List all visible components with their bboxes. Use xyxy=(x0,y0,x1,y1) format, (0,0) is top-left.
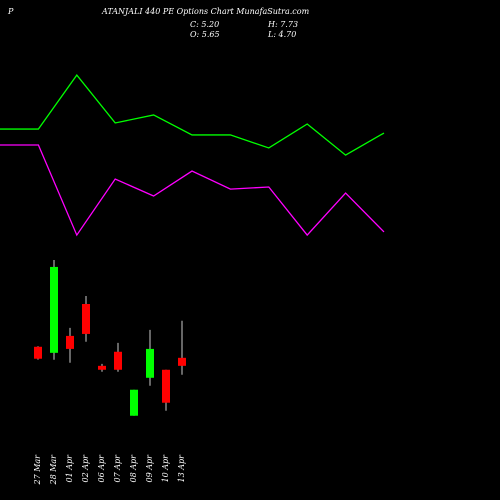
x-tick-label: 28 Mar xyxy=(49,454,58,486)
candle-body xyxy=(146,348,154,378)
summary: C: 5.20 xyxy=(190,20,219,29)
candle-body xyxy=(50,266,58,353)
x-tick-label: 13 Apr xyxy=(177,454,186,483)
x-tick-label: 27 Mar xyxy=(33,454,42,486)
x-tick-label: 10 Apr xyxy=(161,454,170,483)
candle-body xyxy=(178,357,186,366)
candle-body xyxy=(34,346,42,359)
candle-body xyxy=(66,335,74,349)
x-tick-label: 01 Apr xyxy=(65,454,74,483)
chart-title: ATANJALI 440 PE Options Chart MunafaSutr… xyxy=(101,7,310,16)
chart-title: P xyxy=(7,7,14,16)
x-tick-label: 02 Apr xyxy=(81,454,90,483)
candle-body xyxy=(130,389,138,416)
indicator-line xyxy=(0,144,385,237)
summary: L: 4.70 xyxy=(267,30,296,39)
x-tick-label: 06 Apr xyxy=(97,454,106,483)
candle-body xyxy=(82,304,90,334)
indicator-line xyxy=(0,73,385,156)
x-tick-label: 08 Apr xyxy=(129,454,138,483)
x-tick-label: 07 Apr xyxy=(113,454,122,483)
candle-body xyxy=(98,365,106,370)
candle-body xyxy=(162,369,170,403)
summary: O: 5.65 xyxy=(190,30,220,39)
summary: H: 7.73 xyxy=(267,20,298,29)
x-tick-label: 09 Apr xyxy=(145,454,154,483)
candle-body xyxy=(114,351,122,370)
